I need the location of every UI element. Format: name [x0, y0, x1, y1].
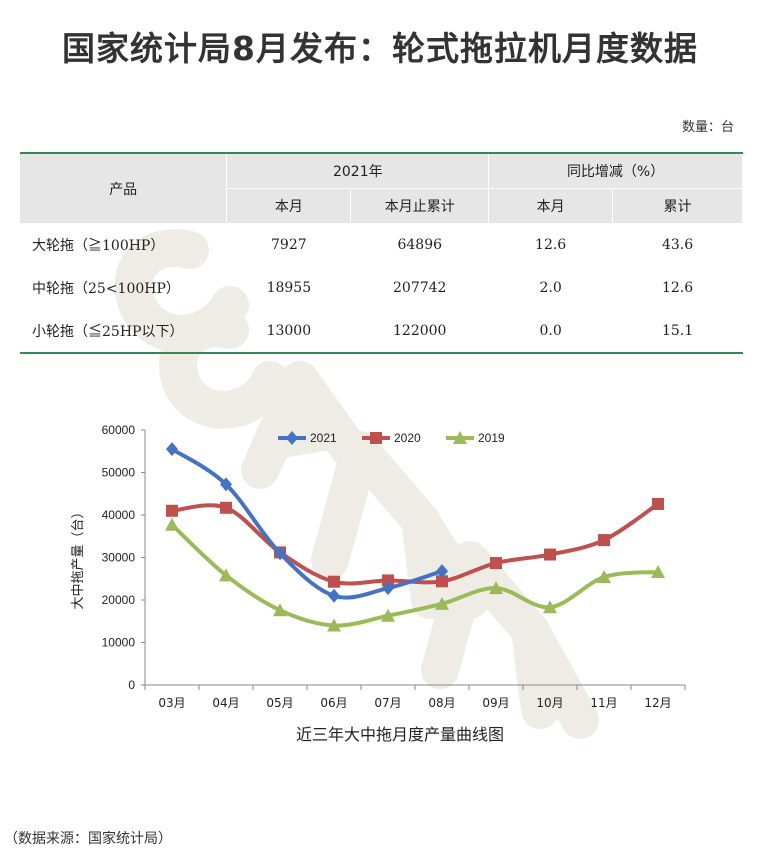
- x-tick-label: 03月: [158, 696, 185, 710]
- y-tick-label: 60000: [102, 423, 136, 437]
- x-tick-label: 12月: [644, 696, 671, 710]
- x-tick-label: 06月: [320, 696, 347, 710]
- cell-yoy-cumulative: 15.1: [612, 309, 743, 354]
- cell-yoy-month: 2.0: [539, 279, 562, 296]
- legend-label: 2020: [394, 431, 421, 445]
- header-product: 产品: [20, 152, 228, 223]
- data-point: [220, 501, 232, 514]
- cell-month: 7927: [271, 236, 307, 253]
- x-tick-label: 05月: [266, 696, 293, 710]
- data-point: [436, 575, 448, 588]
- data-point: [286, 431, 298, 445]
- cell-cumulative: 207742: [393, 279, 447, 296]
- x-tick-label: 07月: [374, 696, 401, 710]
- header-month: 本月: [226, 188, 352, 223]
- table-row: 小轮拖（≦25HP以下） 13000 122000 0.0 15.1: [20, 309, 743, 354]
- legend-label: 2019: [478, 431, 505, 445]
- x-tick-label: 11月: [590, 696, 617, 710]
- data-point: [370, 432, 382, 444]
- y-tick-label: 0: [128, 678, 135, 692]
- header-yoy-cumulative: 累计: [612, 188, 743, 223]
- data-point: [166, 504, 178, 517]
- y-axis-label: 大中拖产量（台）: [71, 505, 86, 609]
- data-point: [597, 570, 611, 584]
- table-row: 大轮拖（≧100HP） 7927 64896 12.6 43.6: [20, 223, 743, 266]
- x-tick-label: 04月: [212, 696, 239, 710]
- page-title: 国家统计局8月发布：轮式拖拉机月度数据: [62, 29, 698, 68]
- cell-product: 小轮拖（≦25HP以下）: [20, 309, 227, 354]
- data-point: [435, 596, 449, 610]
- x-tick-label: 10月: [536, 696, 563, 710]
- y-tick-label: 50000: [102, 466, 136, 480]
- header-yoy: 同比增减（%）: [488, 152, 743, 189]
- data-source: （数据来源：国家统计局）: [4, 831, 172, 847]
- series-line-2020: [171, 502, 660, 586]
- y-tick-label: 40000: [102, 508, 136, 522]
- tractor-data-table: 产品 2021年 同比增减（%） 本月 本月止累计 本月 累计 大轮拖（≧100…: [20, 152, 743, 354]
- data-point: [328, 575, 340, 588]
- cell-product: 中轮拖（25<100HP）: [32, 280, 180, 297]
- cell-yoy-cumulative: 43.6: [661, 236, 694, 253]
- data-point: [453, 431, 467, 444]
- data-point: [328, 588, 340, 603]
- unit-label: 数量：台: [681, 120, 734, 135]
- production-line-chart: 0 10000 20000 30000 40000 50000 60000 03月 04月 05月…: [0, 410, 760, 750]
- data-point: [220, 477, 232, 492]
- y-tick-label: 30000: [102, 551, 136, 565]
- header-cumulative: 本月止累计: [350, 188, 490, 223]
- data-point: [598, 534, 610, 547]
- data-point: [652, 497, 664, 510]
- cell-month: 18955: [266, 279, 312, 296]
- cell-yoy-month: 12.6: [535, 236, 567, 253]
- legend-label: 2021: [310, 431, 337, 445]
- data-point: [165, 517, 179, 531]
- data-point: [273, 603, 287, 617]
- data-point: [382, 581, 394, 596]
- cell-product: 大轮拖（≧100HP）: [32, 237, 165, 254]
- cell-cumulative: 122000: [350, 309, 489, 354]
- x-tick-label: 09月: [482, 696, 509, 710]
- cell-yoy-month: 0.0: [488, 309, 613, 354]
- data-point: [166, 442, 178, 457]
- chart-svg: 0 10000 20000 30000 40000 50000 60000 03月 04月 05月…: [71, 423, 686, 744]
- series-line-2019: [170, 523, 659, 628]
- data-point: [543, 600, 557, 614]
- header-2021: 2021年: [226, 152, 490, 189]
- cell-month: 13000: [226, 309, 351, 354]
- x-tick-label: 08月: [428, 696, 455, 710]
- data-point: [544, 548, 556, 561]
- y-tick-label: 10000: [102, 636, 136, 650]
- data-point: [651, 564, 665, 578]
- series-line-2021: [170, 447, 443, 600]
- data-point: [489, 581, 503, 595]
- data-point: [490, 557, 502, 570]
- cell-yoy-cumulative: 12.6: [661, 279, 694, 296]
- data-point: [274, 546, 286, 561]
- data-point: [382, 574, 394, 587]
- data-point: [327, 618, 341, 632]
- table-row: 中轮拖（25<100HP） 18955 207742 2.0 12.6: [20, 266, 743, 309]
- data-point: [436, 564, 448, 579]
- data-point: [381, 608, 395, 622]
- chart-title: 近三年大中拖月度产量曲线图: [296, 725, 504, 744]
- y-tick-label: 20000: [102, 593, 136, 607]
- cell-cumulative: 64896: [397, 236, 443, 253]
- data-point: [219, 568, 233, 582]
- header-yoy-month: 本月: [488, 188, 614, 223]
